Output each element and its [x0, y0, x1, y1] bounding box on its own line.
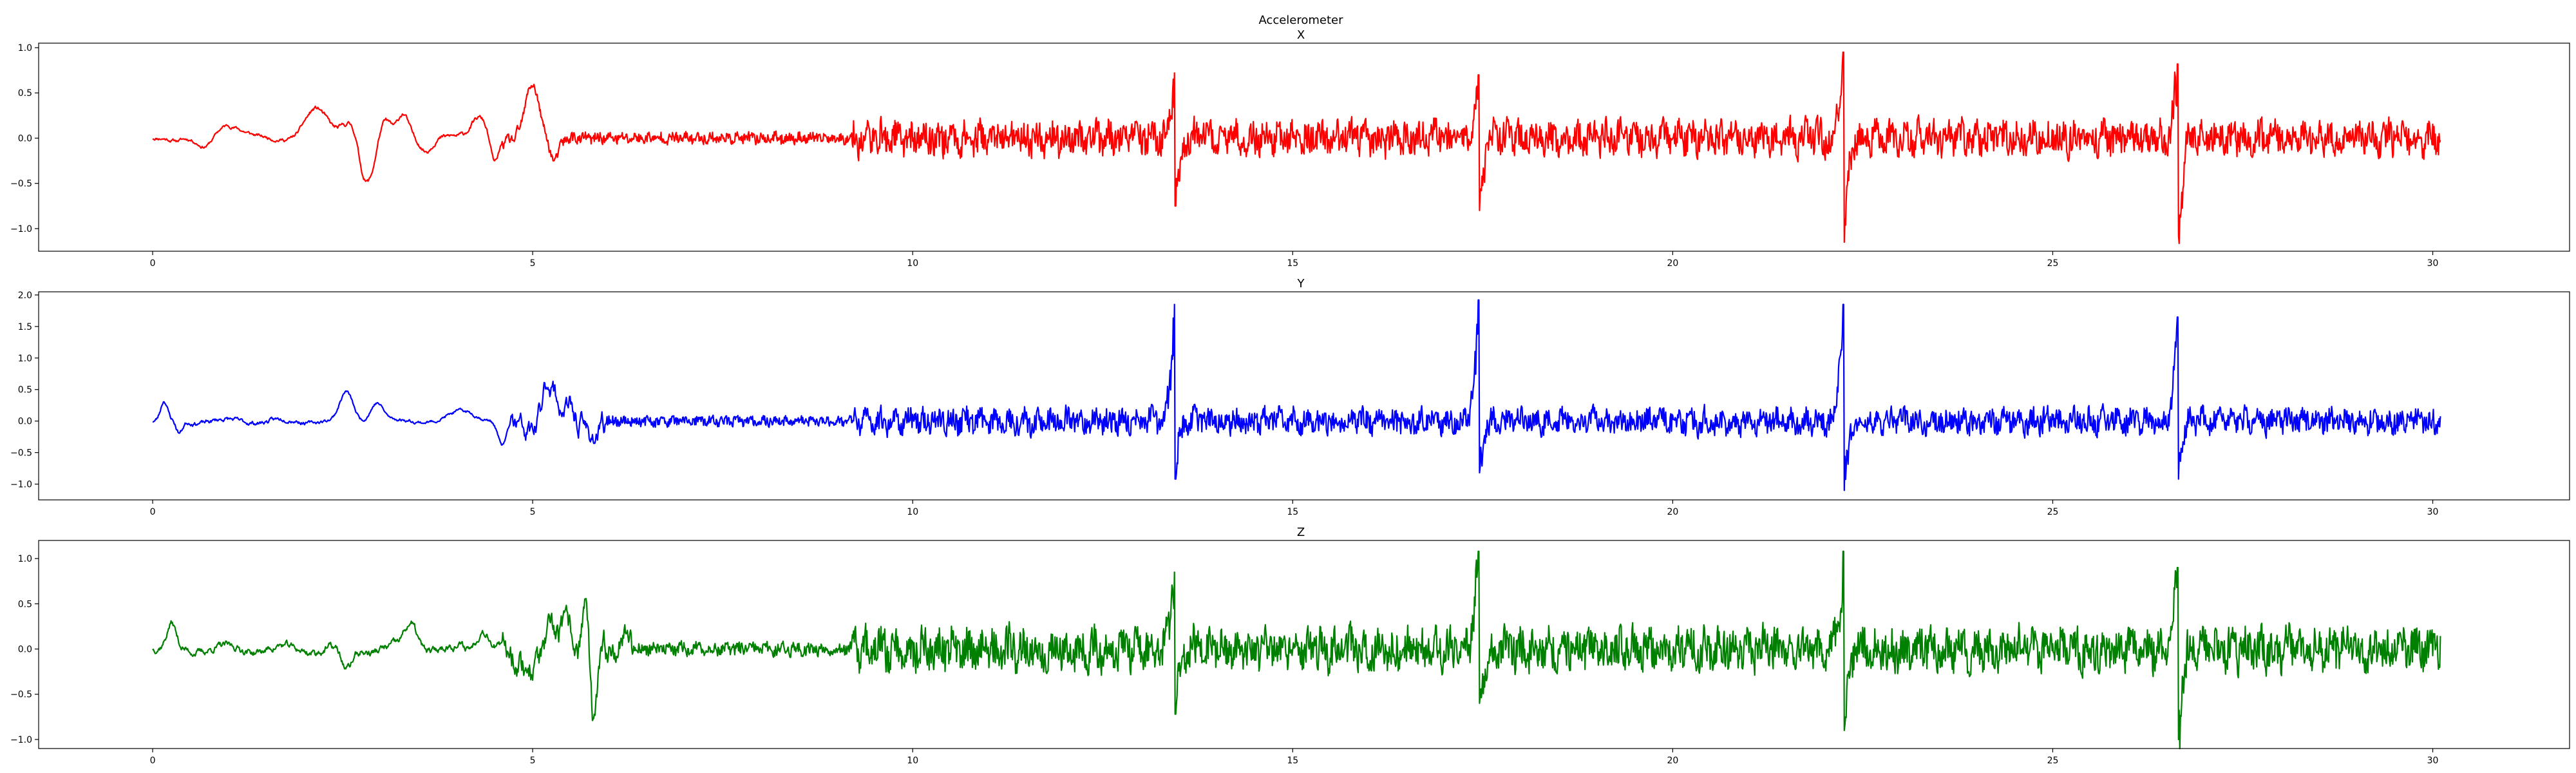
- y-tick-label: 0.5: [18, 385, 32, 396]
- x-tick-label: 30: [2427, 258, 2439, 269]
- y-tick-label: 1.0: [18, 43, 32, 53]
- y-tick-label: −0.5: [10, 448, 32, 459]
- series-line-z: [152, 550, 2441, 750]
- x-tick-label: 25: [2047, 258, 2059, 269]
- x-tick-label: 5: [530, 258, 536, 269]
- subplot-z: Z 0 5 10 15 20 25 30 −1.0 −0.5 0.0 0.5 1.0: [10, 526, 2570, 766]
- y-tick-label: 0.5: [18, 599, 32, 609]
- x-tick-label: 25: [2047, 756, 2059, 766]
- figure-title: Accelerometer: [1258, 14, 1343, 27]
- y-tick-label: −1.0: [10, 480, 32, 490]
- x-tick-label: 0: [150, 507, 156, 517]
- x-tick-label: 20: [1667, 507, 1678, 517]
- subplot-y-title: Y: [1297, 277, 1305, 291]
- x-tick-label: 30: [2427, 507, 2439, 517]
- x-tick-label: 0: [150, 258, 156, 269]
- x-tick-label: 10: [907, 756, 918, 766]
- y-tick-label: 0.0: [18, 645, 32, 655]
- y-tick-label: 1.5: [18, 322, 32, 332]
- x-tick-label: 5: [530, 756, 536, 766]
- subplot-x: X 0 5 10 15 20 25 30 −1.0 −0.5 0.0 0.5 1.0: [10, 28, 2570, 269]
- subplot-y: Y 0 5 10 15 20 25 30 −1.0 −0.5 0.0 0.5 1.0 1.5 2.0: [10, 277, 2570, 517]
- x-tick-label: 0: [150, 756, 156, 766]
- axes-frame-z: [38, 540, 2570, 749]
- x-tick-label: 5: [530, 507, 536, 517]
- axes-frame-x: [38, 43, 2570, 252]
- y-tick-label: 0.0: [18, 417, 32, 427]
- y-tick-label: 0.0: [18, 133, 32, 144]
- x-tick-label: 20: [1667, 258, 1678, 269]
- y-tick-label: 1.0: [18, 554, 32, 564]
- x-tick-label: 10: [907, 258, 918, 269]
- x-tick-label: 15: [1287, 258, 1298, 269]
- y-tick-label: −1.0: [10, 224, 32, 234]
- x-tick-label: 30: [2427, 756, 2439, 766]
- y-tick-label: −0.5: [10, 690, 32, 700]
- y-tick-label: −0.5: [10, 179, 32, 189]
- axes-frame-y: [38, 291, 2570, 501]
- subplot-z-title: Z: [1297, 526, 1305, 539]
- x-tick-label: 25: [2047, 507, 2059, 517]
- x-tick-label: 20: [1667, 756, 1678, 766]
- x-tick-label: 15: [1287, 507, 1298, 517]
- y-tick-label: 2.0: [18, 291, 32, 301]
- y-tick-label: 0.5: [18, 88, 32, 99]
- y-tick-label: 1.0: [18, 354, 32, 364]
- subplot-x-title: X: [1297, 28, 1305, 42]
- y-tick-label: −1.0: [10, 735, 32, 745]
- x-tick-label: 10: [907, 507, 918, 517]
- x-tick-label: 15: [1287, 756, 1298, 766]
- series-line-y: [152, 299, 2441, 491]
- series-line-x: [152, 51, 2441, 244]
